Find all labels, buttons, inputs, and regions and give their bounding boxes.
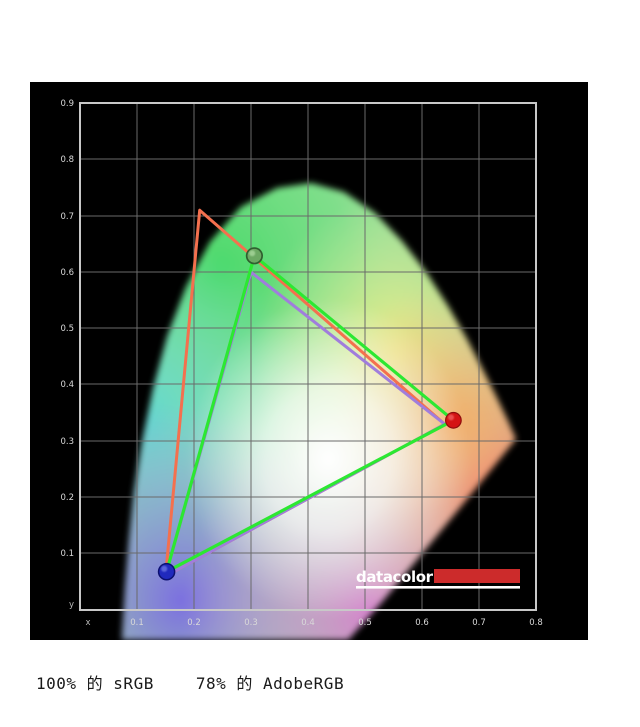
y-axis-ticks: 0.9 0.8 0.7 0.6 0.5 0.4 0.3 0.2 0.1 y [60, 99, 74, 610]
adobergb-coverage-label: 78% 的 AdobeRGB [195, 674, 345, 693]
y-tick-label: 0.1 [60, 549, 74, 559]
x-tick-label: 0.3 [244, 618, 258, 628]
chromaticity-diagram: 0.9 0.8 0.7 0.6 0.5 0.4 0.3 0.2 0.1 y x … [60, 99, 543, 640]
gridlines [80, 103, 536, 610]
blue-vertex-marker [157, 562, 176, 581]
datacolor-logo: datacolor [356, 568, 520, 589]
y-axis-label: y [69, 600, 74, 610]
green-vertex-marker [245, 247, 263, 265]
gamut-vertex-markers [157, 247, 462, 581]
measured-gamut-triangle [165, 254, 455, 574]
x-tick-label: 0.7 [472, 618, 486, 628]
x-tick-label: 0.2 [187, 618, 201, 628]
y-tick-label: 0.7 [60, 212, 74, 222]
y-tick-label: 0.8 [60, 155, 74, 165]
red-vertex-marker [445, 411, 462, 429]
x-tick-label: 0.4 [301, 618, 315, 628]
x-tick-label: 0.5 [358, 618, 372, 628]
chromaticity-chart-canvas: 0.9 0.8 0.7 0.6 0.5 0.4 0.3 0.2 0.1 y x … [30, 82, 588, 640]
y-tick-label: 0.4 [60, 380, 74, 390]
x-tick-label: 0.8 [529, 618, 543, 628]
datacolor-logo-underline [356, 586, 520, 589]
y-tick-label: 0.3 [60, 437, 74, 447]
y-tick-label: 0.2 [60, 493, 74, 503]
x-axis-ticks: x 0.1 0.2 0.3 0.4 0.5 0.6 0.7 0.8 [85, 618, 542, 628]
datacolor-logo-text: datacolor [356, 568, 434, 586]
y-tick-label: 0.5 [60, 324, 74, 334]
y-tick-label: 0.9 [60, 99, 74, 109]
x-tick-label: 0.1 [130, 618, 144, 628]
x-tick-label: 0.6 [415, 618, 429, 628]
datacolor-logo-bar [434, 569, 520, 583]
x-axis-label: x [85, 618, 90, 628]
plot-frame [79, 102, 537, 611]
y-tick-label: 0.6 [60, 268, 74, 278]
srgb-coverage-label: 100% 的 sRGB [36, 674, 154, 693]
gamut-coverage-caption: 100% 的 sRGB 78% 的 AdobeRGB [0, 662, 640, 702]
